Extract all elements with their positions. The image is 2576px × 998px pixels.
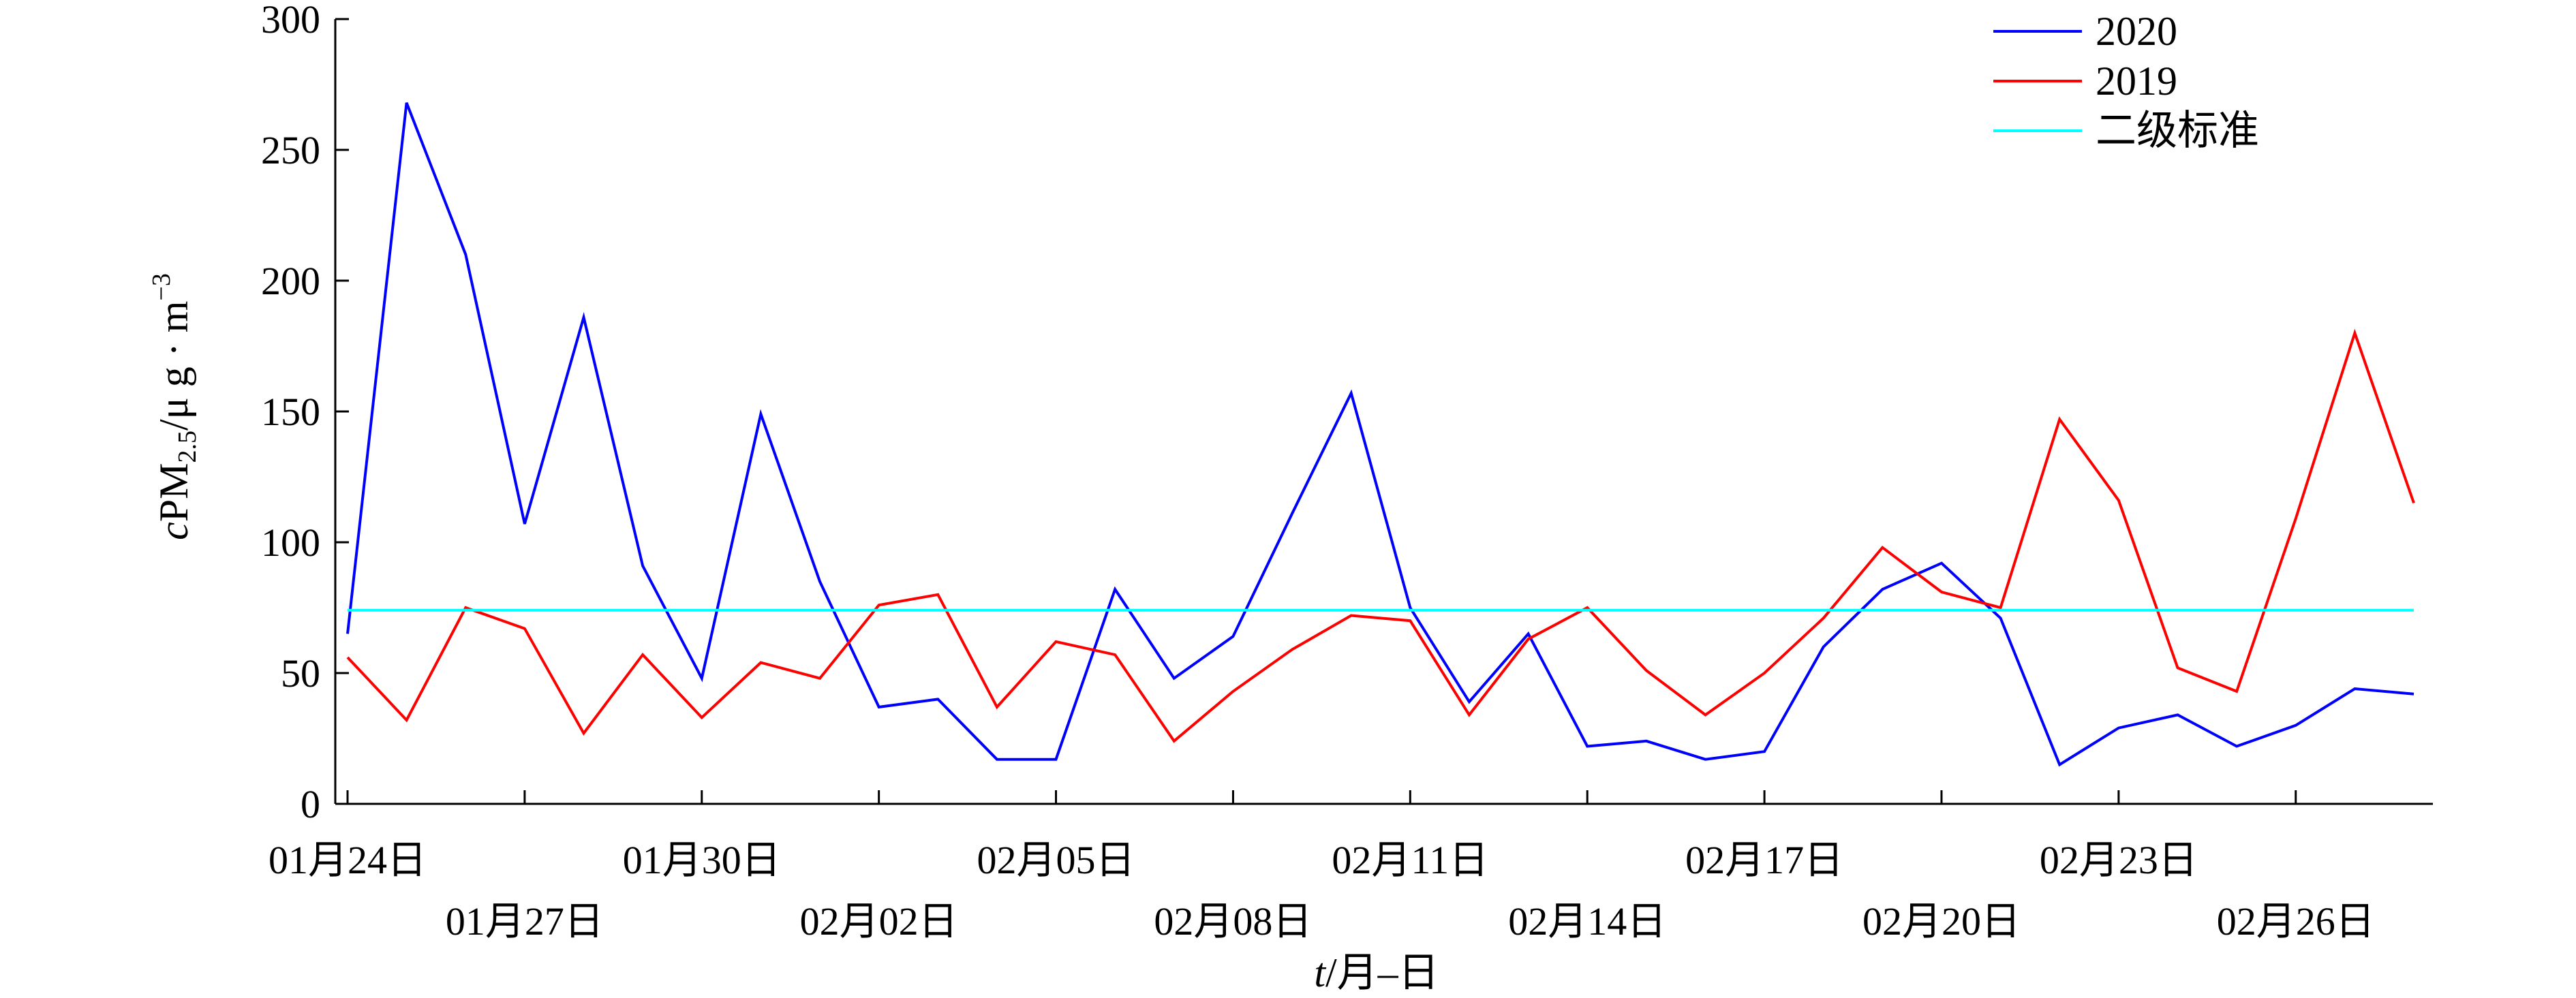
y-tick-label: 200: [261, 259, 320, 303]
x-tick-label: 02月20日: [1862, 899, 2021, 944]
y-axis-prefix: c: [151, 522, 196, 540]
plot-layer: [346, 102, 2415, 767]
x-tick-label: 02月23日: [2040, 838, 2198, 882]
y-tick-label: 50: [281, 651, 320, 696]
x-tick-label: 02月05日: [977, 838, 1135, 882]
x-tick-label: 02月14日: [1508, 899, 1666, 944]
series-line-0: [346, 102, 2414, 767]
y-axis-title: cPM2.5/μ g · m−3: [147, 273, 202, 540]
x-tick-label: 01月24日: [269, 838, 427, 882]
axis-titles: t/月–日 cPM2.5/μ g · m−3: [147, 273, 1439, 995]
x-tick-label: 02月26日: [2217, 899, 2375, 944]
x-tick-label: 02月02日: [800, 899, 958, 944]
x-tick-label: 01月30日: [623, 838, 781, 882]
axes-layer: 0 50 100 150 200 250 300 01月24日 01月27日 01月30日 02月0…: [261, 0, 2433, 944]
y-tick-label: 300: [261, 0, 320, 42]
y-axis-sub: 2.5: [173, 431, 202, 463]
y-tick-label: 100: [261, 520, 320, 565]
x-tick-label: 02月11日: [1332, 838, 1488, 882]
y-axis-main: PM: [151, 463, 196, 523]
legend-label-2: 二级标准: [2096, 108, 2259, 153]
legend-label-1: 2019: [2096, 59, 2177, 104]
y-tick-label: 150: [261, 390, 320, 434]
y-tick-label: 0: [301, 782, 320, 826]
x-axis-var: t: [1314, 950, 1326, 995]
x-axis-rest: /月–日: [1325, 950, 1439, 995]
legend-label-0: 2020: [2096, 9, 2177, 54]
series-line-1: [346, 328, 2415, 743]
y-tick-label: 250: [261, 128, 320, 172]
x-tick-label: 02月08日: [1154, 899, 1312, 944]
x-tick-label: 02月17日: [1685, 838, 1843, 882]
y-axis-sup: −3: [147, 273, 176, 300]
x-axis-title: t/月–日: [1314, 950, 1439, 995]
y-axis-unit: /μ g · m: [151, 301, 196, 431]
x-tick-label: 01月27日: [446, 899, 604, 944]
